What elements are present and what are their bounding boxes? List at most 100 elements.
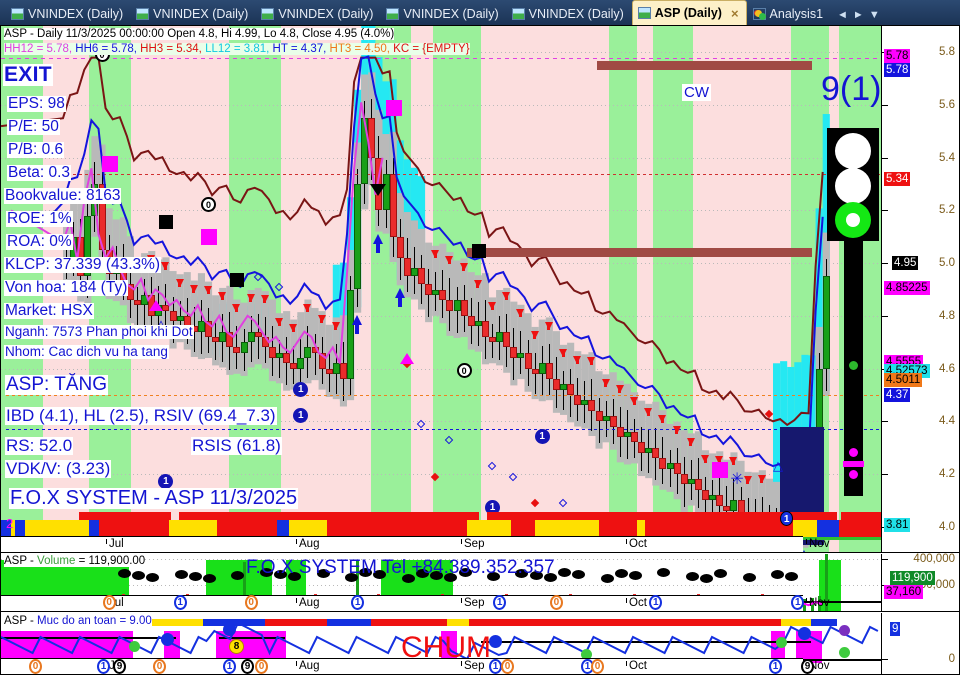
volume-blob	[614, 569, 628, 578]
candle-body	[645, 447, 653, 453]
hh3-flag: 5.34	[884, 172, 911, 187]
safety-axis-marker-6: 0	[255, 659, 268, 674]
volume-axis-marker-6: 1	[649, 595, 663, 610]
tab-vnindex-1[interactable]: VNINDEX (Daily)	[6, 2, 130, 25]
volume-title-prefix: ASP -	[4, 555, 38, 567]
indicator-kc: KC = {EMPTY}	[393, 43, 470, 55]
candle-body	[304, 347, 312, 358]
candle-body	[226, 331, 234, 348]
date-label-nov: Nov	[805, 538, 830, 550]
price-tickmark-7	[882, 421, 888, 423]
candle-wick	[279, 339, 280, 379]
candle-body	[368, 118, 376, 158]
candle-body	[254, 331, 262, 337]
ll12-flag: 3.81	[884, 518, 911, 533]
volume-blob	[132, 571, 145, 580]
volume-blob	[274, 570, 287, 579]
indicator-header: HH12 = 5.78, HH6 = 5.78, HH3 = 5.34, LL1…	[4, 43, 470, 55]
tab-list-icon[interactable]: ▼	[868, 9, 880, 21]
candle-body	[623, 431, 631, 438]
volume-blob	[543, 573, 557, 582]
magenta-marker-2	[385, 100, 402, 117]
price-axis[interactable]: 5.8 5.6 5.4 5.2 5.0 4.8 4.6 4.4 4.2 4.0 5.78 5.78 5.…	[881, 26, 959, 552]
candle-body	[716, 495, 724, 506]
safety-axis-marker-0: 0	[29, 659, 42, 674]
tab-vnindex-5[interactable]: VNINDEX (Daily)	[507, 2, 631, 25]
volume-axis-marker-0: 0	[102, 595, 116, 610]
ribbon-segment-2	[15, 520, 25, 537]
volume-blob	[629, 571, 642, 580]
volume-blob	[416, 569, 429, 578]
trend-label: ASP: TĂNG	[5, 374, 109, 395]
safety-pane[interactable]: 8JulAugSepOctNov0190190101019 ASP - Muc …	[1, 613, 959, 674]
system-watermark: F.O.X SYSTEM - ASP 11/3/2025	[9, 487, 299, 509]
tab-asp-daily[interactable]: ASP (Daily) ×	[631, 0, 747, 25]
ribbon-segment-0	[1, 520, 11, 537]
magenta-triangle	[399, 352, 414, 364]
sell-arrow-down	[757, 474, 766, 483]
safety-blue-dot-1	[161, 633, 174, 646]
volume-axis-marker-5: 0	[549, 595, 563, 610]
safety-band-7	[781, 619, 811, 626]
tab-vnindex-2[interactable]: VNINDEX (Daily)	[131, 2, 255, 25]
candle-body	[460, 300, 468, 316]
candle-body	[680, 473, 688, 485]
upper-ribbon-segment-0	[79, 512, 107, 520]
candle-body	[410, 268, 418, 277]
volume-pane[interactable]: 0 1 0 1 1 0 1 1 Jul Aug Sep Oct Nov ASP - Volume = 1…	[1, 553, 959, 612]
chart-icon	[136, 7, 150, 20]
sell-arrow-down	[246, 294, 255, 303]
volume-axis[interactable]: 400,000 200,000 119,900 37,160	[881, 553, 959, 611]
safety-band-6	[469, 619, 821, 626]
volume-blob	[558, 568, 571, 577]
candle-body	[283, 352, 291, 364]
ribbon-segment-13	[511, 520, 535, 537]
tab-vnindex-4[interactable]: VNINDEX (Daily)	[381, 2, 505, 25]
price-tick-5.6: 5.6	[939, 99, 955, 112]
candle-body	[432, 289, 440, 295]
volume-blob	[117, 569, 131, 578]
signal-marker-6: 1	[485, 500, 500, 516]
volume-blob	[458, 568, 472, 577]
price-tickmark-3	[882, 210, 888, 212]
tab-vnindex-3[interactable]: VNINDEX (Daily)	[256, 2, 380, 25]
volume-blob	[345, 573, 358, 582]
candle-body	[545, 363, 553, 380]
tab-bar: VNINDEX (Daily) VNINDEX (Daily) VNINDEX …	[0, 0, 960, 25]
tab-label: VNINDEX (Daily)	[403, 6, 499, 21]
sell-arrow-down	[530, 331, 539, 340]
volume-date-label-aug: Aug	[295, 597, 320, 609]
safety-axis-marker-1: 1	[97, 659, 110, 674]
volume-plot[interactable]: 0 1 0 1 1 0 1 1 Jul Aug Sep Oct Nov	[1, 554, 881, 611]
candle-body	[702, 489, 709, 501]
candle-body	[574, 394, 582, 406]
candle-wick	[236, 325, 238, 369]
candle-body	[212, 336, 220, 343]
close-icon[interactable]: ×	[730, 5, 739, 21]
ribbon-segment-15	[599, 520, 637, 537]
safety-band-5	[447, 619, 469, 626]
sell-arrow-down	[502, 292, 511, 301]
signal-marker-1: 0	[201, 197, 216, 213]
tab-analysis1[interactable]: Analysis1	[748, 2, 831, 25]
sell-arrow-down	[218, 292, 227, 301]
tab-label: Analysis1	[769, 6, 824, 21]
hh6-flag: 5.78	[884, 63, 911, 78]
candle-body	[503, 331, 511, 348]
safety-plot[interactable]: 8JulAugSepOctNov0190190101019	[1, 613, 881, 674]
candle-body	[588, 400, 596, 411]
next-tab-icon[interactable]: ►	[852, 9, 864, 21]
sell-arrow-down	[175, 278, 184, 287]
tab-label: ASP (Daily)	[654, 6, 722, 20]
signal-marker-5: 0	[456, 363, 472, 379]
candle-body	[339, 363, 347, 380]
candle-body	[481, 321, 489, 337]
candle-body	[233, 347, 241, 353]
volume-blob	[444, 573, 458, 582]
signal-marker-7: 1	[534, 429, 550, 445]
indicator-hh3: HH3 = 5.34,	[140, 43, 206, 55]
prev-tab-icon[interactable]: ◄	[837, 9, 848, 21]
